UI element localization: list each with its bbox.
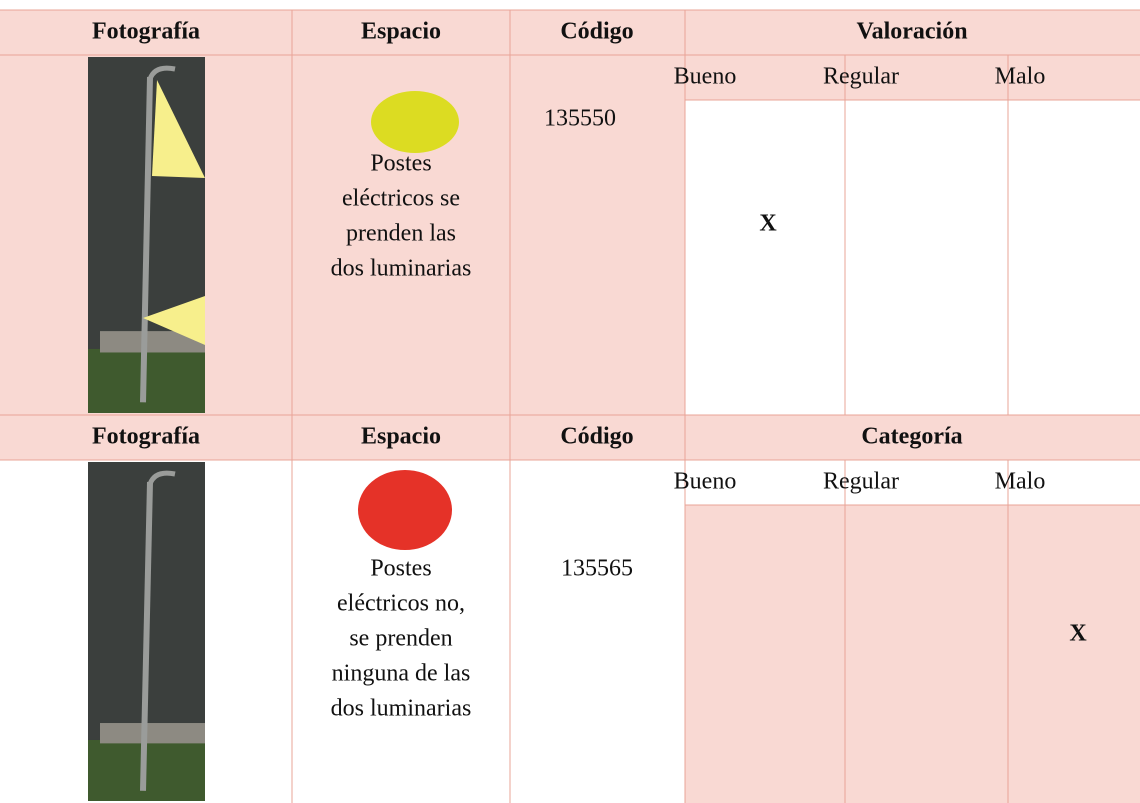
rating-header: Bueno <box>674 64 737 90</box>
column-header: Fotografía <box>92 19 200 45</box>
code: 135550 <box>544 106 616 132</box>
photo-lamp <box>147 470 176 486</box>
space-text: ninguna de las <box>332 661 471 687</box>
rating-header: Bueno <box>674 469 737 495</box>
rating-cells <box>685 505 1140 803</box>
column-header: Código <box>560 424 633 450</box>
column-header: Valoración <box>856 19 967 45</box>
rating-mark: X <box>1069 621 1087 647</box>
space-text: se prenden <box>349 626 452 652</box>
rating-cells <box>685 100 1140 415</box>
rating-mark: X <box>759 211 777 237</box>
space-text: dos luminarias <box>331 256 472 282</box>
status-circle <box>358 470 452 550</box>
photo-lamp <box>147 65 176 81</box>
rating-header: Regular <box>823 469 899 495</box>
photo-building <box>100 331 205 353</box>
rating-header-row <box>685 460 1140 505</box>
photo-pole <box>140 481 153 791</box>
code: 135565 <box>561 556 633 582</box>
column-header: Espacio <box>361 19 441 45</box>
status-circle <box>371 91 459 153</box>
rating-header: Malo <box>995 64 1046 90</box>
column-header: Fotografía <box>92 424 200 450</box>
rating-header: Malo <box>995 469 1046 495</box>
space-text: dos luminarias <box>331 696 472 722</box>
light-indicator <box>152 80 205 178</box>
header-row <box>0 10 1140 55</box>
photo-pole <box>140 76 153 403</box>
space-text: eléctricos se <box>342 186 460 212</box>
photo-building <box>100 723 205 744</box>
space-text: prenden las <box>346 221 456 247</box>
header-row <box>0 415 1140 460</box>
rating-header-row <box>685 55 1140 100</box>
column-header: Espacio <box>361 424 441 450</box>
rating-header: Regular <box>823 64 899 90</box>
column-header: Categoría <box>861 424 962 450</box>
space-text: eléctricos no, <box>337 591 465 617</box>
light-indicator <box>143 296 205 345</box>
space-text: Postes <box>370 556 431 582</box>
column-header: Código <box>560 19 633 45</box>
space-text: Postes <box>370 151 431 177</box>
